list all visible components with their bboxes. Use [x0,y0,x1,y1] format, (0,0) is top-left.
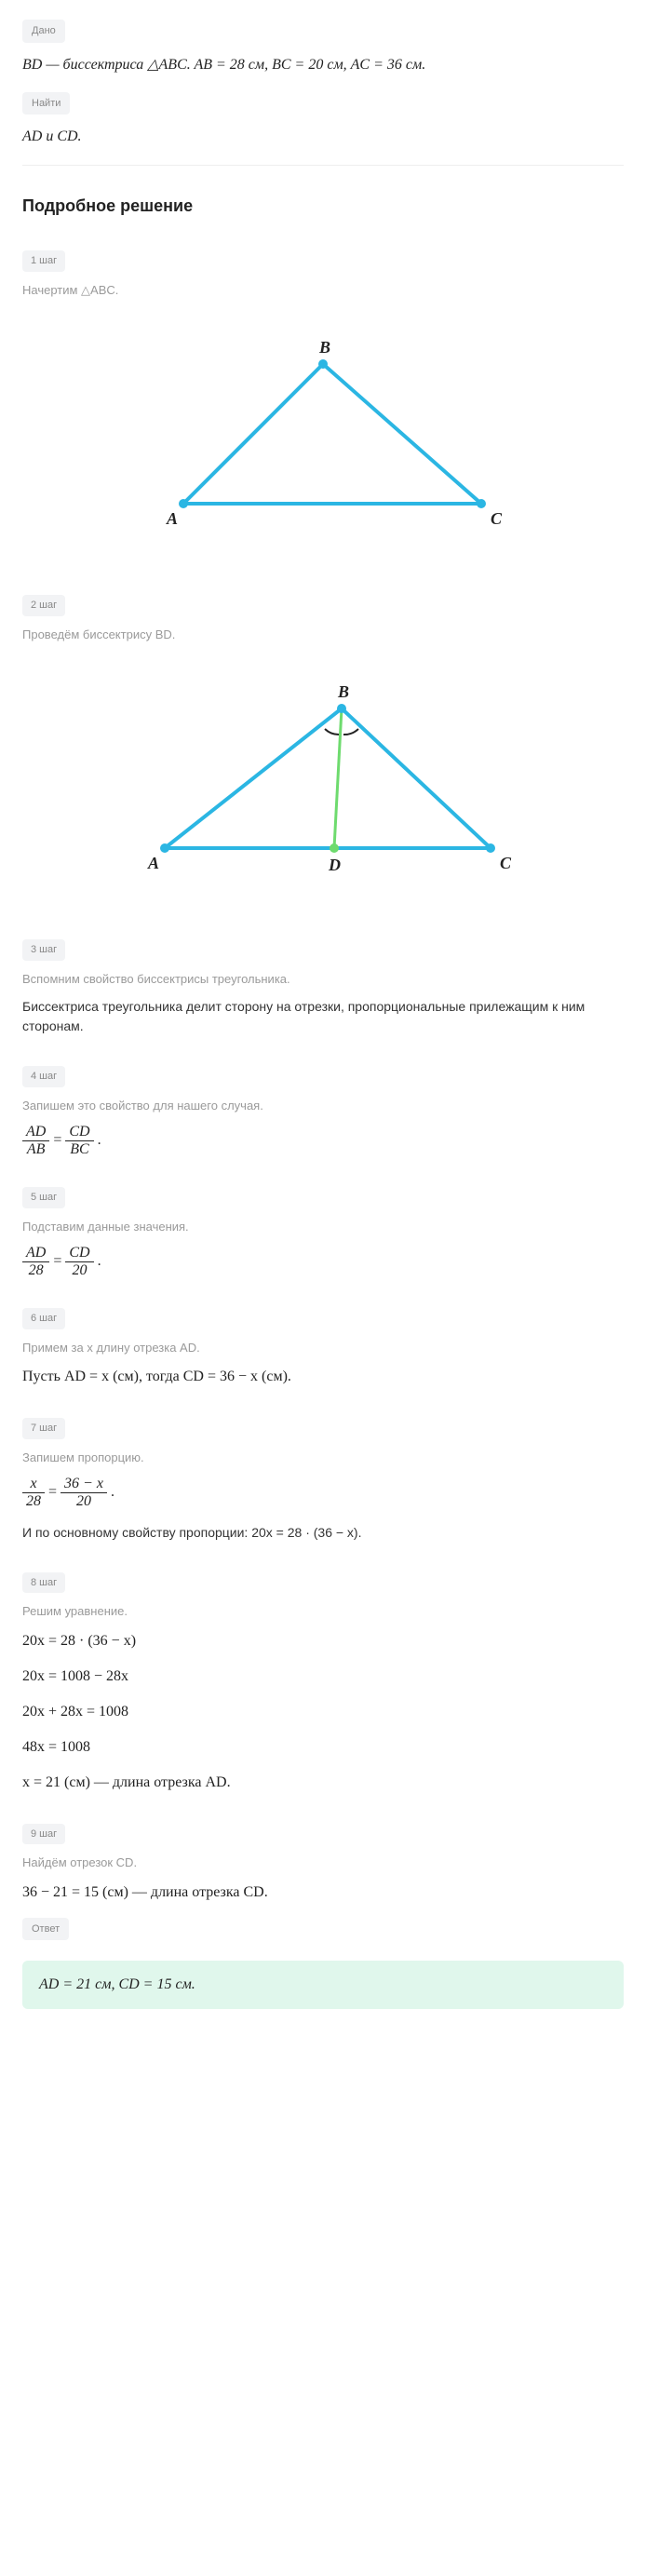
divider [22,165,624,166]
step-6-muted: Примем за x длину отрезка AD. [22,1339,624,1357]
step-5-muted: Подставим данные значения. [22,1218,624,1236]
step-4-muted: Запишем это свойство для нашего случая. [22,1097,624,1115]
step-9-tag: 9 шаг [22,1824,65,1845]
svg-text:D: D [328,856,341,874]
step-7-text: И по основному свойству пропорции: 20x =… [22,1523,624,1543]
frac-den: AB [22,1141,49,1158]
step-1-muted: Начертим △ABC. [22,281,624,300]
step-3-text: Биссектриса треугольника делит сторону н… [22,997,624,1036]
frac-den: 28 [22,1493,45,1510]
frac-den: 20 [61,1493,107,1510]
step-2-tag: 2 шаг [22,595,65,616]
frac-den: BC [65,1141,93,1158]
step-5-equation: AD28 = CD20 . [22,1245,624,1278]
tail: . [98,1253,101,1269]
svg-text:B: B [337,682,349,701]
solution-heading: Подробное решение [22,194,624,219]
step-8-eq2: 20x = 1008 − 28x [22,1666,624,1688]
step-8-eq5: x = 21 (см) — длина отрезка AD. [22,1772,624,1794]
step-3-tag: 3 шаг [22,939,65,961]
step-9-muted: Найдём отрезок CD. [22,1854,624,1872]
step-1-tag: 1 шаг [22,250,65,272]
given-line: BD — биссектриса △ABC. AB = 28 см, BC = … [22,54,624,76]
tail: . [98,1132,101,1148]
svg-text:C: C [491,509,503,528]
frac-num: AD [22,1124,49,1141]
find-line: AD и CD. [22,126,624,148]
step-8-eq3: 20x + 28x = 1008 [22,1701,624,1723]
frac-num: CD [65,1124,93,1141]
step-8-eq1: 20x = 28 · (36 − x) [22,1630,624,1652]
step-9-eq: 36 − 21 = 15 (см) — длина отрезка CD. [22,1881,624,1904]
equals: = [53,1253,65,1269]
step-6-tag: 6 шаг [22,1308,65,1329]
frac-num: 36 − x [61,1476,107,1493]
step-2-muted: Проведём биссектрису BD. [22,626,624,644]
svg-text:C: C [500,854,512,872]
frac-num: CD [65,1245,93,1262]
svg-text:A: A [166,509,178,528]
equals: = [48,1484,61,1500]
svg-text:B: B [318,338,330,357]
frac-num: x [22,1476,45,1493]
step-4-tag: 4 шаг [22,1066,65,1087]
step-3-muted: Вспомним свойство биссектрисы треугольни… [22,970,624,989]
step-7-equation: x28 = 36 − x20 . [22,1476,624,1509]
equals: = [53,1132,65,1148]
step-8-muted: Решим уравнение. [22,1602,624,1621]
frac-num: AD [22,1245,49,1262]
find-tag: Найти [22,92,70,115]
triangle-abc-diagram: A B C [128,327,518,541]
given-tag: Дано [22,20,65,43]
frac-den: 28 [22,1262,49,1279]
frac-den: 20 [65,1262,93,1279]
step-8-tag: 8 шаг [22,1572,65,1594]
svg-text:A: A [147,854,159,872]
answer-tag: Ответ [22,1918,69,1941]
step-7-muted: Запишем пропорцию. [22,1449,624,1467]
step-6-text: Пусть AD = x (см), тогда CD = 36 − x (см… [22,1366,624,1388]
tail: . [111,1484,114,1500]
step-8-eq4: 48x = 1008 [22,1736,624,1759]
answer-box: AD = 21 см, CD = 15 см. [22,1961,624,2009]
step-5-tag: 5 шаг [22,1187,65,1208]
step-7-tag: 7 шаг [22,1418,65,1439]
triangle-bisector-diagram: A B C D [128,671,518,885]
step-4-equation: ADAB = CDBC . [22,1124,624,1157]
